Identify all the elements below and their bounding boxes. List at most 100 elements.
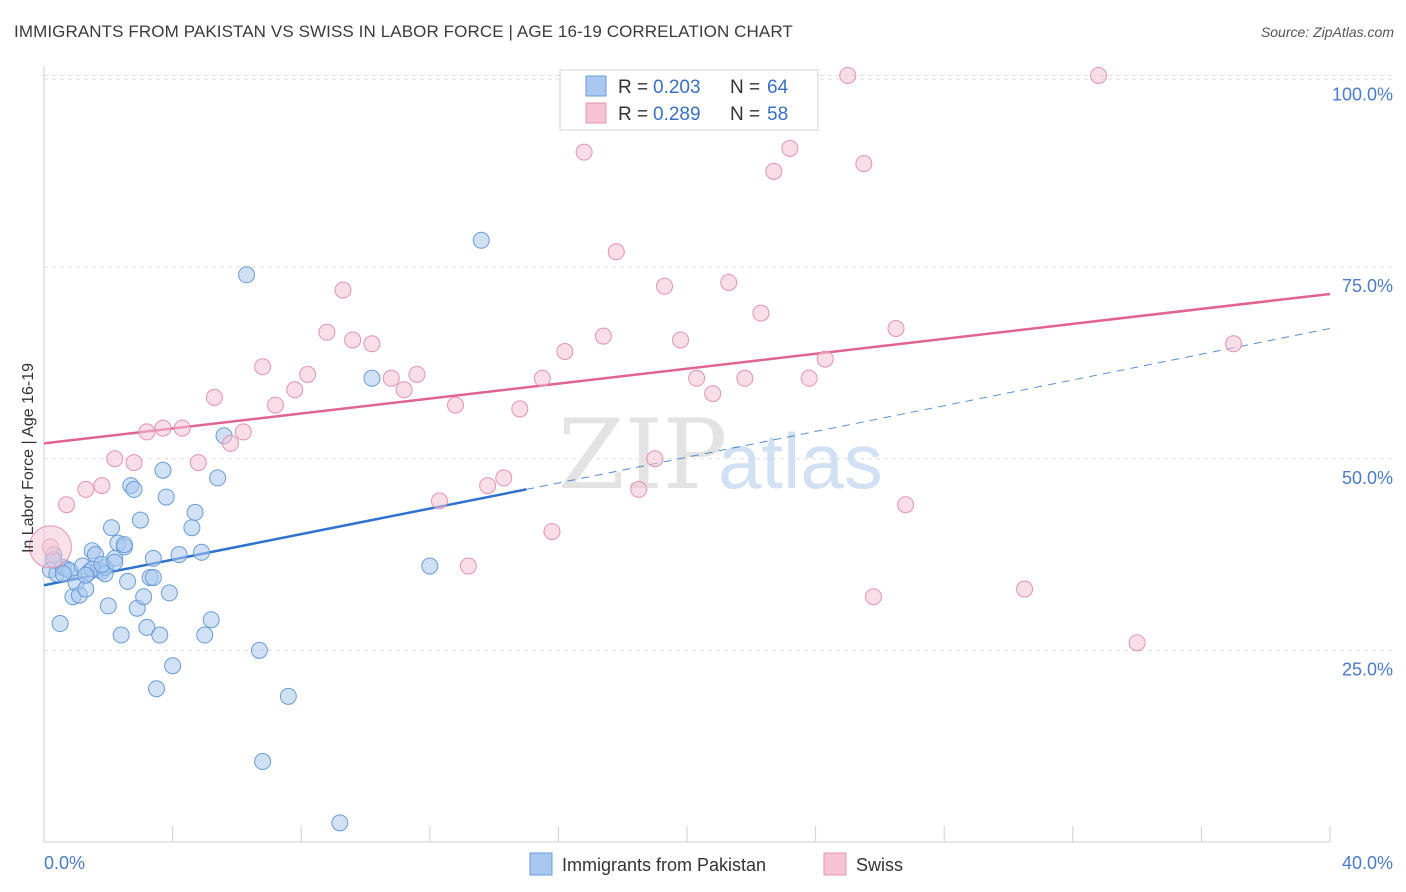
- data-points: [28, 67, 1243, 832]
- point-blue: [125, 480, 143, 498]
- point-pink: [138, 423, 156, 441]
- legend-top: R = 0.203 N = 64 R = 0.289 N = 58: [559, 69, 819, 131]
- point-pink: [607, 243, 625, 261]
- point-blue: [209, 469, 227, 487]
- trend-line-extension-blue: [526, 327, 1331, 490]
- point-pink: [897, 496, 915, 514]
- point-blue: [279, 687, 297, 705]
- point-blue: [54, 565, 72, 583]
- legend-r-label-pink: R =: [618, 104, 648, 125]
- legend-n-value-blue: 64: [767, 77, 789, 98]
- point-pink: [266, 396, 284, 414]
- point-blue: [363, 369, 381, 387]
- legend-n-label-pink: N =: [730, 104, 760, 125]
- point-pink: [154, 419, 172, 437]
- point-blue: [99, 597, 117, 615]
- point-pink: [781, 139, 799, 157]
- point-pink: [655, 277, 673, 295]
- point-pink: [855, 155, 873, 173]
- point-blue: [331, 814, 349, 832]
- watermark: ZIP atlas: [558, 399, 883, 511]
- point-pink: [864, 588, 882, 606]
- point-pink: [205, 388, 223, 406]
- point-pink: [704, 385, 722, 403]
- point-pink: [77, 480, 95, 498]
- point-pink: [800, 369, 818, 387]
- point-blue: [138, 618, 156, 636]
- point-pink: [125, 454, 143, 472]
- point-pink: [430, 492, 448, 510]
- legend-r-value-pink: 0.289: [653, 104, 701, 125]
- point-pink: [395, 381, 413, 399]
- point-blue: [183, 519, 201, 537]
- legend-bottom: Immigrants from Pakistan Swiss: [529, 852, 903, 876]
- point-pink: [543, 523, 561, 541]
- x-tick-label-max: 40.0%: [1342, 853, 1393, 873]
- axes: [43, 66, 1331, 843]
- grid-lines: [44, 75, 1392, 651]
- point-pink: [286, 381, 304, 399]
- source-label: Source: ZipAtlas.com: [1260, 24, 1394, 40]
- point-pink: [1090, 67, 1108, 84]
- point-blue: [157, 488, 175, 506]
- point-blue: [472, 231, 490, 249]
- point-pink: [382, 369, 400, 387]
- point-blue: [196, 626, 214, 644]
- point-pink: [58, 496, 76, 514]
- point-pink: [221, 434, 239, 452]
- point-blue: [106, 553, 124, 571]
- point-pink: [447, 396, 465, 414]
- legend-r-value-blue: 0.203: [653, 77, 701, 98]
- point-pink: [511, 400, 529, 418]
- point-blue: [164, 657, 182, 675]
- point-pink: [720, 273, 738, 291]
- point-blue: [77, 566, 95, 584]
- point-blue: [103, 519, 121, 537]
- point-blue: [51, 615, 69, 633]
- point-blue: [254, 753, 272, 771]
- point-blue: [250, 641, 268, 659]
- point-pink: [672, 331, 690, 349]
- legend-r-label-blue: R =: [618, 77, 648, 98]
- point-pink: [234, 423, 252, 441]
- point-pink: [93, 477, 111, 495]
- legend-bottom-label-blue: Immigrants from Pakistan: [562, 855, 766, 875]
- legend-swatch-pink: [585, 102, 607, 124]
- point-blue: [135, 588, 153, 606]
- point-pink: [752, 304, 770, 322]
- point-blue: [144, 549, 162, 567]
- point-blue: [202, 611, 220, 629]
- point-pink: [839, 67, 857, 84]
- y-tick-label-100: 100.0%: [1332, 85, 1393, 105]
- legend-swatch-blue: [585, 75, 607, 97]
- point-blue: [154, 461, 172, 479]
- point-blue: [170, 546, 188, 564]
- point-blue: [238, 266, 256, 284]
- point-pink: [459, 557, 477, 575]
- point-pink: [736, 369, 754, 387]
- point-blue: [112, 626, 130, 644]
- point-pink: [106, 450, 124, 468]
- y-tick-label-25: 25.0%: [1342, 659, 1393, 679]
- point-pink: [1225, 335, 1243, 353]
- point-pink: [688, 369, 706, 387]
- point-blue: [151, 626, 169, 644]
- point-blue: [144, 569, 162, 587]
- point-pink: [344, 331, 362, 349]
- point-pink: [189, 454, 207, 472]
- y-tick-label-75: 75.0%: [1342, 276, 1393, 296]
- point-pink: [254, 358, 272, 376]
- point-pink: [765, 162, 783, 180]
- point-pink: [334, 281, 352, 299]
- point-blue: [115, 536, 133, 554]
- y-tick-labels: 25.0% 50.0% 75.0% 100.0%: [1332, 85, 1393, 680]
- point-pink: [630, 480, 648, 498]
- legend-bottom-swatch-blue: [529, 852, 553, 876]
- point-pink: [318, 323, 336, 341]
- point-blue: [131, 511, 149, 529]
- point-pink: [408, 365, 426, 383]
- point-pink: [575, 143, 593, 161]
- point-pink: [816, 350, 834, 368]
- point-pink: [646, 450, 664, 468]
